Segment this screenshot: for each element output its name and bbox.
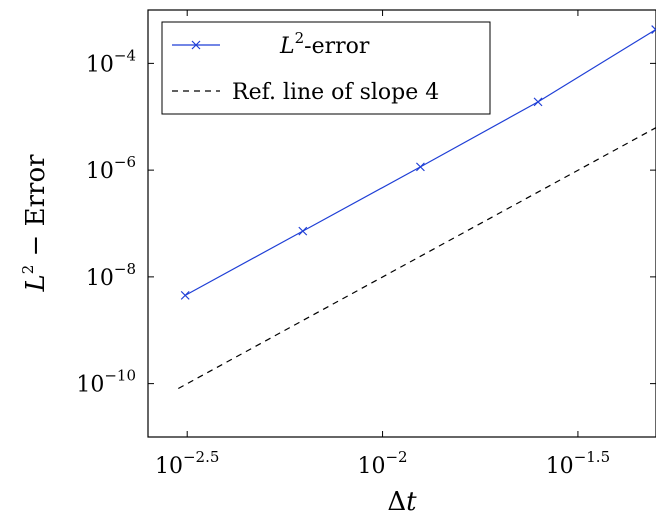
x-tick-label: 10−2: [357, 448, 407, 479]
legend-label-ref: Ref. line of slope 4: [232, 80, 439, 105]
y-tick-label: 10−10: [76, 367, 136, 398]
data-point-marker: [415, 162, 425, 172]
data-point-marker: [180, 290, 190, 300]
plot-frame: [147, 9, 656, 438]
x-axis-title: Δt: [387, 487, 417, 517]
y-tick-label: 10−6: [86, 153, 136, 184]
data-point-marker: [298, 226, 308, 236]
legend-marker-x: [191, 40, 201, 50]
series-layer: [178, 25, 656, 390]
data-point-marker: [533, 97, 543, 107]
y-tick-label: 10−8: [86, 260, 136, 291]
x-tick-label: 10−1.5: [546, 448, 610, 479]
legend-box: [161, 21, 491, 115]
legend-label-l2-error: L2-error: [279, 29, 370, 59]
y-tick-label: 10−4: [86, 46, 136, 77]
legend: L2-error Ref. line of slope 4: [161, 21, 491, 115]
x-ticks: 10−2.5 10−2 10−1.5: [155, 10, 610, 479]
x-tick-label: 10−2.5: [155, 448, 219, 479]
y-axis-title: L2 − Error: [19, 154, 51, 293]
series-line-ref-slope-4: [178, 127, 656, 390]
y-ticks: 10−10 10−8 10−6 10−4: [76, 46, 656, 398]
data-point-marker: [651, 25, 656, 34]
